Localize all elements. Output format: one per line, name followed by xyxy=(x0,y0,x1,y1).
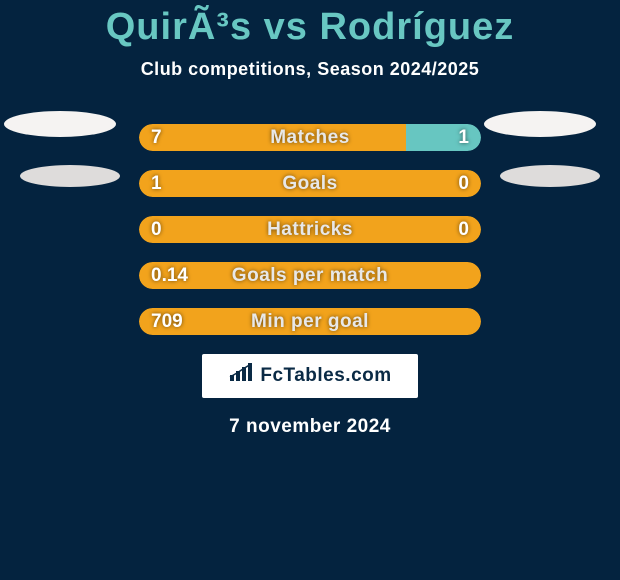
stat-value-left: 0.14 xyxy=(151,265,188,287)
stat-value-right: 0 xyxy=(458,173,469,195)
stat-row: Hattricks 0 0 xyxy=(0,216,620,243)
bar-holder: Min per goal 709 xyxy=(139,308,481,335)
logo-box: FcTables.com xyxy=(202,354,418,398)
bar-holder: Hattricks 0 0 xyxy=(139,216,481,243)
stat-value-left: 7 xyxy=(151,127,162,149)
stat-value-left: 0 xyxy=(151,219,162,241)
bar-chart-icon xyxy=(228,363,256,389)
bar-right xyxy=(406,124,481,151)
stat-value-right: 1 xyxy=(458,127,469,149)
logo: FcTables.com xyxy=(228,363,391,389)
stat-value-left: 709 xyxy=(151,311,183,333)
stat-label: Goals per match xyxy=(232,265,388,287)
decorative-ellipse xyxy=(4,111,116,137)
stat-row: Min per goal 709 xyxy=(0,308,620,335)
page-title: QuirÃ³s vs Rodríguez xyxy=(0,0,620,49)
bar-holder: Goals per match 0.14 xyxy=(139,262,481,289)
decorative-ellipse xyxy=(500,165,600,187)
stat-value-right: 0 xyxy=(458,219,469,241)
bar-holder: Matches 7 1 xyxy=(139,124,481,151)
stat-label: Matches xyxy=(270,127,350,149)
stat-label: Goals xyxy=(282,173,337,195)
stat-value-left: 1 xyxy=(151,173,162,195)
stat-row: Goals per match 0.14 xyxy=(0,262,620,289)
stat-label: Min per goal xyxy=(251,311,369,333)
date-line: 7 november 2024 xyxy=(0,416,620,438)
stat-label: Hattricks xyxy=(267,219,353,241)
stats-container: Matches 7 1 Goals 1 0 Hattricks 0 0 Goals per mat… xyxy=(0,124,620,335)
decorative-ellipse xyxy=(20,165,120,187)
bar-holder: Goals 1 0 xyxy=(139,170,481,197)
decorative-ellipse xyxy=(484,111,596,137)
logo-text: FcTables.com xyxy=(260,365,391,387)
subtitle: Club competitions, Season 2024/2025 xyxy=(0,59,620,80)
